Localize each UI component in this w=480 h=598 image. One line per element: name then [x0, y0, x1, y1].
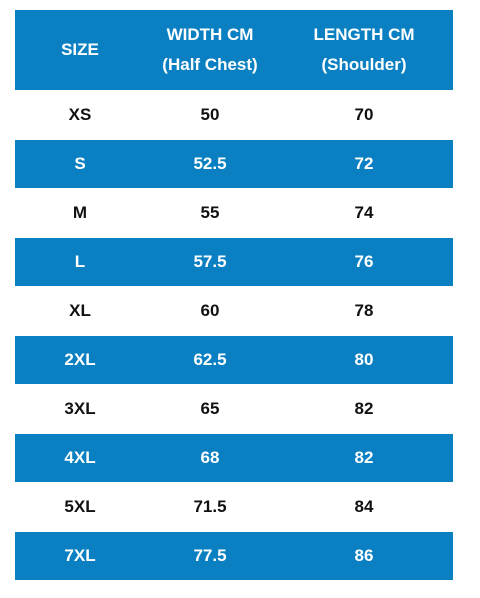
header-cell: LENGTH CM (Shoulder) — [275, 10, 453, 91]
table-row: 2XL 62.5 80 — [15, 335, 453, 385]
table-cell: 4XL — [15, 433, 145, 483]
table-cell: 84 — [275, 482, 453, 532]
header-text: SIZE — [61, 40, 99, 59]
table-row: 4XL 68 82 — [15, 433, 453, 483]
table-cell: M — [15, 188, 145, 238]
table-cell: 72 — [275, 139, 453, 189]
header-text: (Shoulder) — [321, 55, 407, 74]
table-cell: 52.5 — [145, 139, 275, 189]
table-cell: 50 — [145, 90, 275, 140]
table-cell: 68 — [145, 433, 275, 483]
table-cell: 80 — [275, 335, 453, 385]
table-cell: 7XL — [15, 531, 145, 580]
header-cell: SIZE — [15, 10, 145, 91]
table-cell: 55 — [145, 188, 275, 238]
table-cell: 82 — [275, 433, 453, 483]
table-row: S 52.5 72 — [15, 139, 453, 189]
table-cell: 86 — [275, 531, 453, 580]
table-row: 3XL 65 82 — [15, 384, 453, 434]
header-row: SIZE WIDTH CM (Half Chest) LENGTH CM (Should… — [15, 10, 453, 91]
table-row: 7XL 77.5 86 — [15, 531, 453, 580]
header-text: WIDTH CM — [166, 25, 254, 44]
table-cell: 3XL — [15, 384, 145, 434]
table-row: L 57.5 76 — [15, 237, 453, 287]
table-cell: 62.5 — [145, 335, 275, 385]
table-cell: 82 — [275, 384, 453, 434]
table-cell: 71.5 — [145, 482, 275, 532]
table-cell: 76 — [275, 237, 453, 287]
table-cell: 2XL — [15, 335, 145, 385]
table-cell: 78 — [275, 286, 453, 336]
size-chart: SIZE WIDTH CM (Half Chest) LENGTH CM (Should… — [15, 10, 453, 580]
header-cell: WIDTH CM (Half Chest) — [145, 10, 275, 91]
header-text: LENGTH CM — [313, 25, 415, 44]
table-cell: 65 — [145, 384, 275, 434]
table-cell: 57.5 — [145, 237, 275, 287]
table-cell: L — [15, 237, 145, 287]
size-table: SIZE WIDTH CM (Half Chest) LENGTH CM (Should… — [15, 10, 453, 580]
table-cell: 77.5 — [145, 531, 275, 580]
header-text: (Half Chest) — [162, 55, 258, 74]
table-row: XL 60 78 — [15, 286, 453, 336]
table-row: XS 50 70 — [15, 90, 453, 140]
table-cell: 60 — [145, 286, 275, 336]
table-cell: 70 — [275, 90, 453, 140]
table-row: M 55 74 — [15, 188, 453, 238]
table-cell: XS — [15, 90, 145, 140]
table-row: 5XL 71.5 84 — [15, 482, 453, 532]
table-cell: 74 — [275, 188, 453, 238]
table-cell: XL — [15, 286, 145, 336]
table-cell: 5XL — [15, 482, 145, 532]
table-cell: S — [15, 139, 145, 189]
